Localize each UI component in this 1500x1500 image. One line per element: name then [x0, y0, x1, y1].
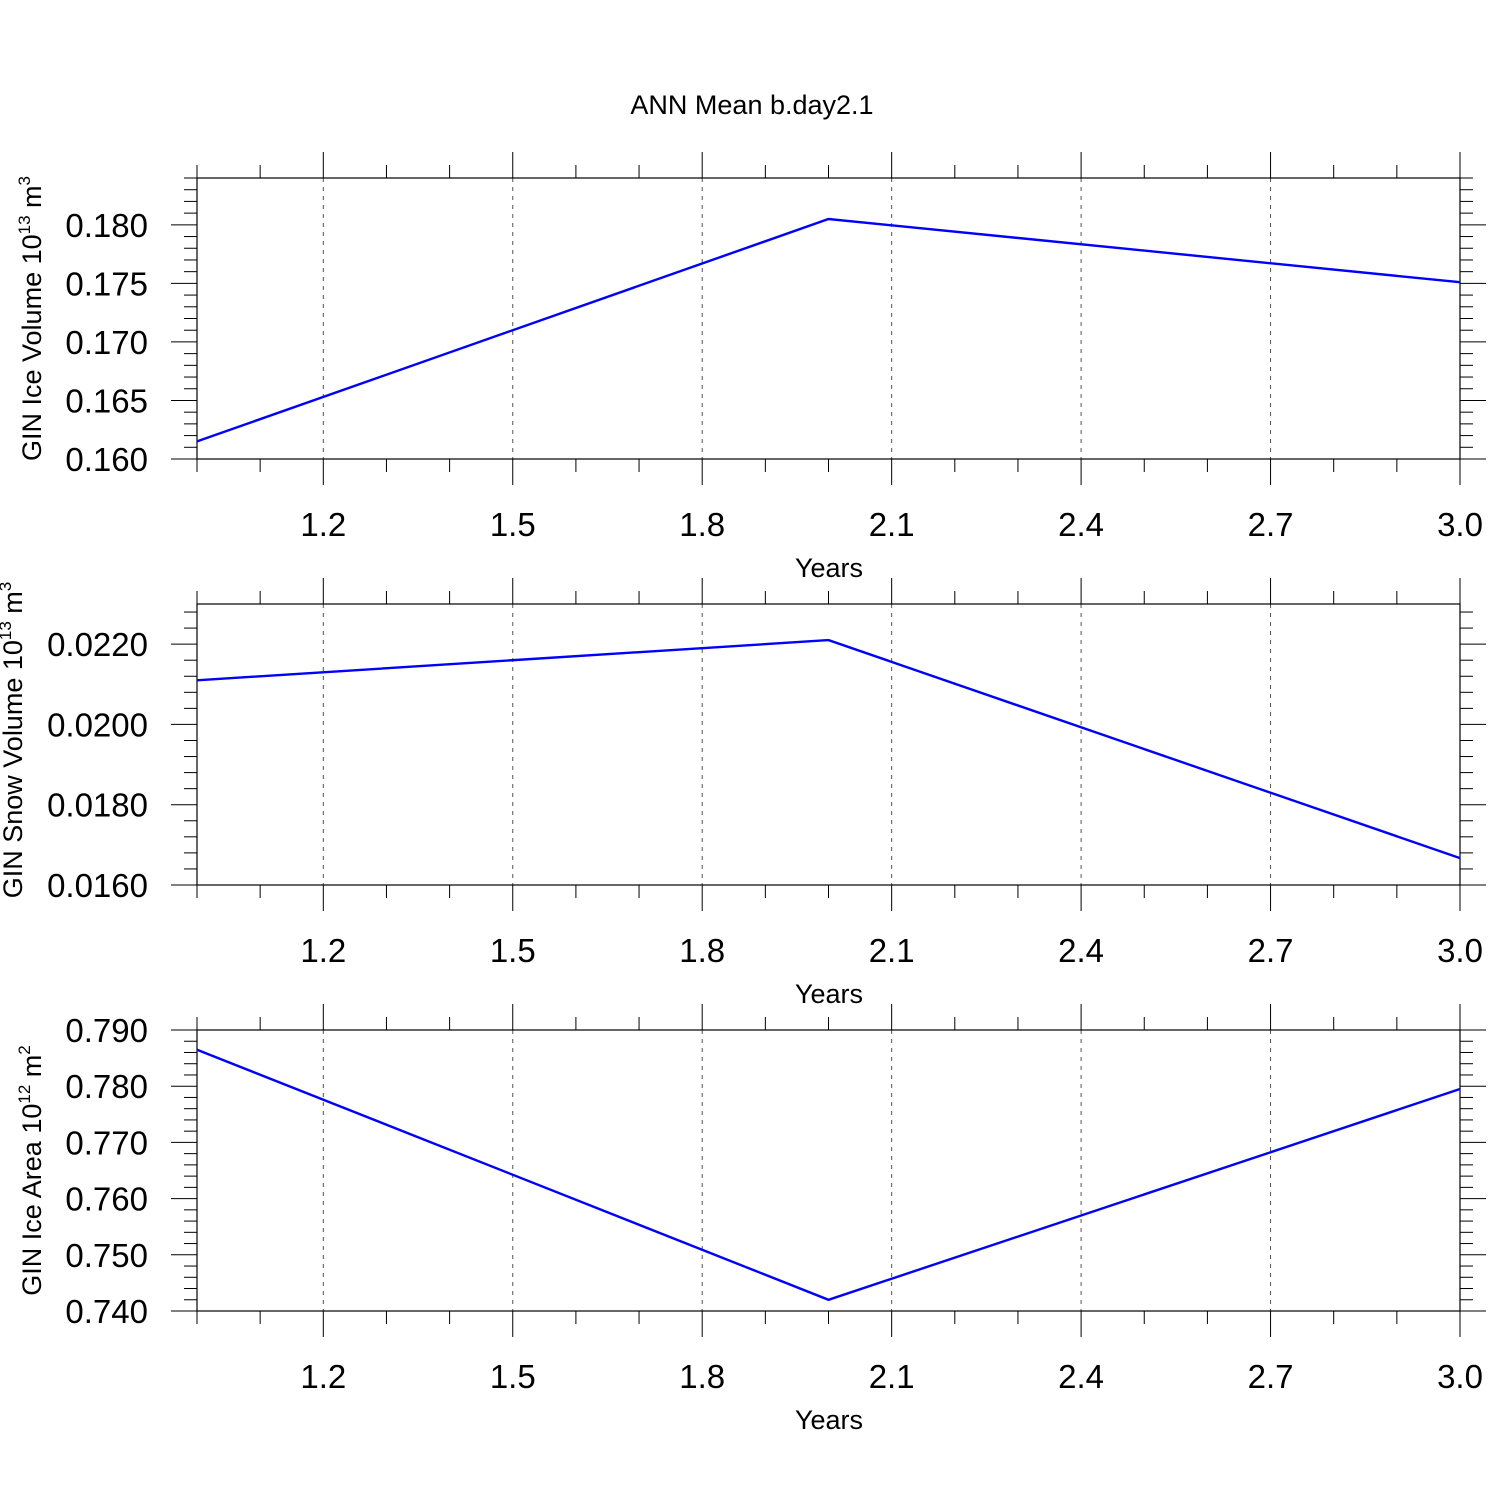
y-axis-label: GIN Ice Area 1012 m2 — [15, 1045, 47, 1296]
panel-2: 0.0160 0.0180 0.0200 0.0220 1.2 1.5 1.8 2.1 2.4 2… — [0, 578, 1486, 1009]
series-line — [196, 217, 1461, 443]
x-tick-label: 3.0 — [1437, 506, 1483, 543]
y-tick-label: 0.165 — [65, 382, 148, 419]
x-axis-label: Years — [795, 1405, 863, 1435]
x-tick-label: 2.1 — [869, 932, 915, 969]
x-tick-label: 1.2 — [300, 1358, 346, 1395]
x-tick-label: 2.1 — [869, 1358, 915, 1395]
y-tick-label: 0.790 — [65, 1012, 148, 1049]
x-tick-label: 1.8 — [679, 932, 725, 969]
panel-3: 0.740 0.750 0.760 0.770 0.780 0.790 1.2 1.5 1.8 2… — [15, 1004, 1486, 1435]
x-tick-label: 2.4 — [1058, 932, 1104, 969]
series-line — [196, 1048, 1461, 1302]
y-tick-label: 0.760 — [65, 1181, 148, 1218]
x-tick-label: 2.1 — [869, 506, 915, 543]
series-line — [196, 638, 1461, 860]
x-tick-label: 1.2 — [300, 932, 346, 969]
x-tick-label: 1.8 — [679, 506, 725, 543]
y-tick-label: 0.180 — [65, 207, 148, 244]
x-tick-label: 2.7 — [1248, 932, 1294, 969]
x-tick-label: 3.0 — [1437, 932, 1483, 969]
plot-frame — [196, 603, 1461, 886]
x-tick-label: 1.2 — [300, 506, 346, 543]
x-tick-label: 2.4 — [1058, 506, 1104, 543]
y-tick-label: 0.0160 — [47, 867, 148, 904]
y-tick-label: 0.0200 — [47, 706, 148, 743]
x-tick-label: 1.8 — [679, 1358, 725, 1395]
x-axis-label: Years — [795, 979, 863, 1009]
y-tick-label: 0.0180 — [47, 787, 148, 824]
y-axis-label: GIN Ice Volume 1013 m3 — [15, 176, 47, 461]
x-axis-label: Years — [795, 553, 863, 583]
y-tick-label: 0.780 — [65, 1068, 148, 1105]
y-tick-label: 0.175 — [65, 265, 148, 302]
y-tick-label: 0.170 — [65, 324, 148, 361]
panel-1: 0.160 0.165 0.170 0.175 0.180 1.2 1.5 1.8 2.1 2.4… — [15, 152, 1486, 583]
x-tick-label: 2.7 — [1248, 1358, 1294, 1395]
y-tick-label: 0.750 — [65, 1237, 148, 1274]
y-tick-label: 0.770 — [65, 1124, 148, 1161]
y-tick-label: 0.160 — [65, 441, 148, 478]
x-tick-label: 2.7 — [1248, 506, 1294, 543]
x-tick-label: 1.5 — [490, 932, 536, 969]
x-tick-label: 2.4 — [1058, 1358, 1104, 1395]
x-tick-label: 1.5 — [490, 506, 536, 543]
y-tick-label: 0.740 — [65, 1293, 148, 1330]
y-axis-label: GIN Snow Volume 1013 m3 — [0, 582, 28, 899]
plot-frame — [196, 1029, 1461, 1312]
x-tick-label: 3.0 — [1437, 1358, 1483, 1395]
x-tick-label: 1.5 — [490, 1358, 536, 1395]
y-tick-label: 0.0220 — [47, 626, 148, 663]
figure-title: ANN Mean b.day2.1 — [630, 90, 873, 120]
